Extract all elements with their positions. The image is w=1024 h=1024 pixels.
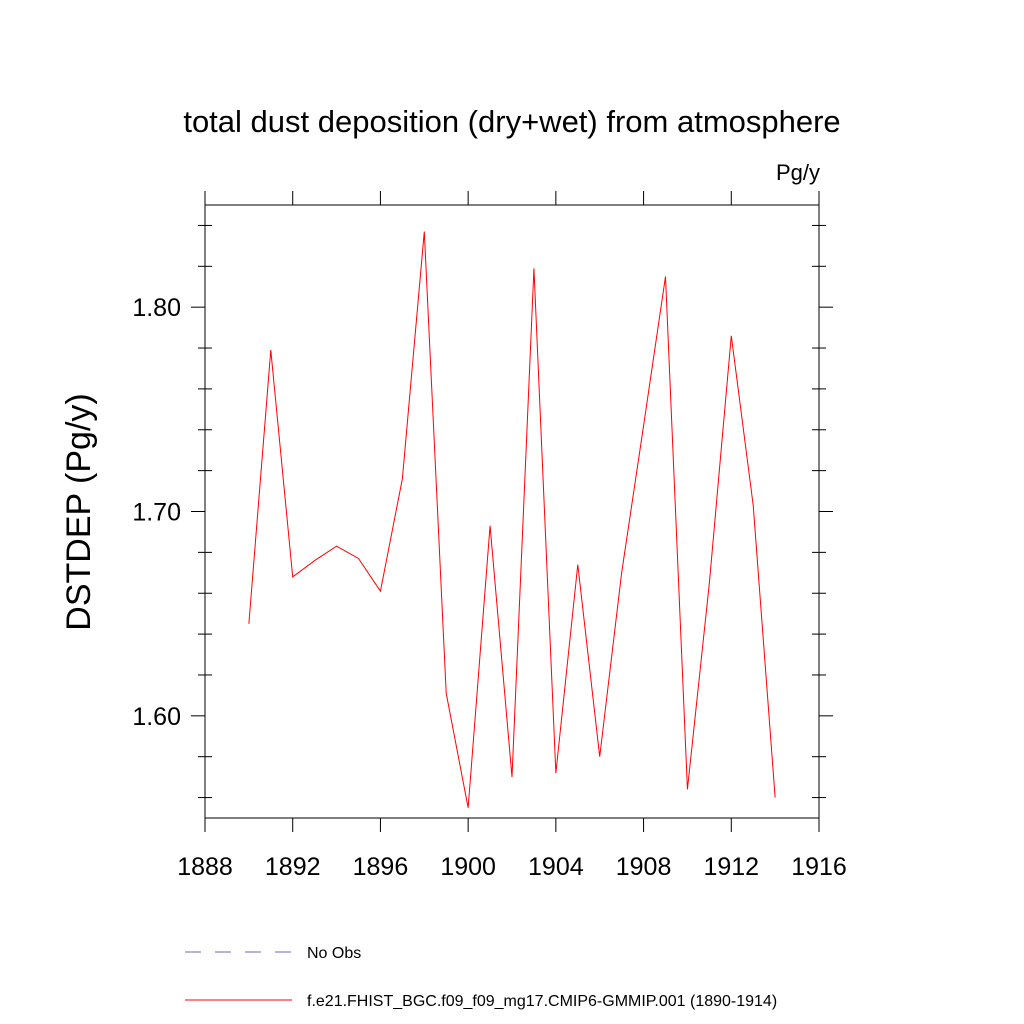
series-line xyxy=(248,231,776,808)
units-label: Pg/y xyxy=(776,160,820,185)
legend: No Obs f.e21.FHIST_BGC.f09_f09_mg17.CMIP… xyxy=(185,945,777,1010)
x-axis-tick-labels: 1888 1892 1896 1900 1904 1908 1912 1916 xyxy=(177,853,847,881)
x-tick-label: 1908 xyxy=(616,853,672,881)
x-tick-label: 1888 xyxy=(177,853,233,881)
x-axis-ticks xyxy=(204,191,820,832)
y-tick-label: 1.70 xyxy=(132,499,181,527)
chart-title: total dust deposition (dry+wet) from atm… xyxy=(183,104,840,139)
x-tick-label: 1900 xyxy=(440,853,496,881)
y-tick-label: 1.80 xyxy=(132,294,181,322)
legend-label-no-obs: No Obs xyxy=(307,945,361,962)
x-tick-label: 1912 xyxy=(703,853,759,881)
x-tick-label: 1896 xyxy=(353,853,409,881)
x-tick-label: 1904 xyxy=(528,853,584,881)
y-axis-tick-labels: 1.60 1.70 1.80 xyxy=(132,294,181,731)
legend-label-model: f.e21.FHIST_BGC.f09_f09_mg17.CMIP6-GMMIP… xyxy=(307,993,777,1010)
plot-frame xyxy=(204,204,820,819)
x-tick-label: 1892 xyxy=(265,853,321,881)
series-group xyxy=(248,231,776,808)
y-axis-ticks xyxy=(191,224,833,799)
x-tick-label: 1916 xyxy=(791,853,847,881)
y-tick-label: 1.60 xyxy=(132,703,181,731)
y-axis-label: DSTDEP (Pg/y) xyxy=(60,393,98,630)
